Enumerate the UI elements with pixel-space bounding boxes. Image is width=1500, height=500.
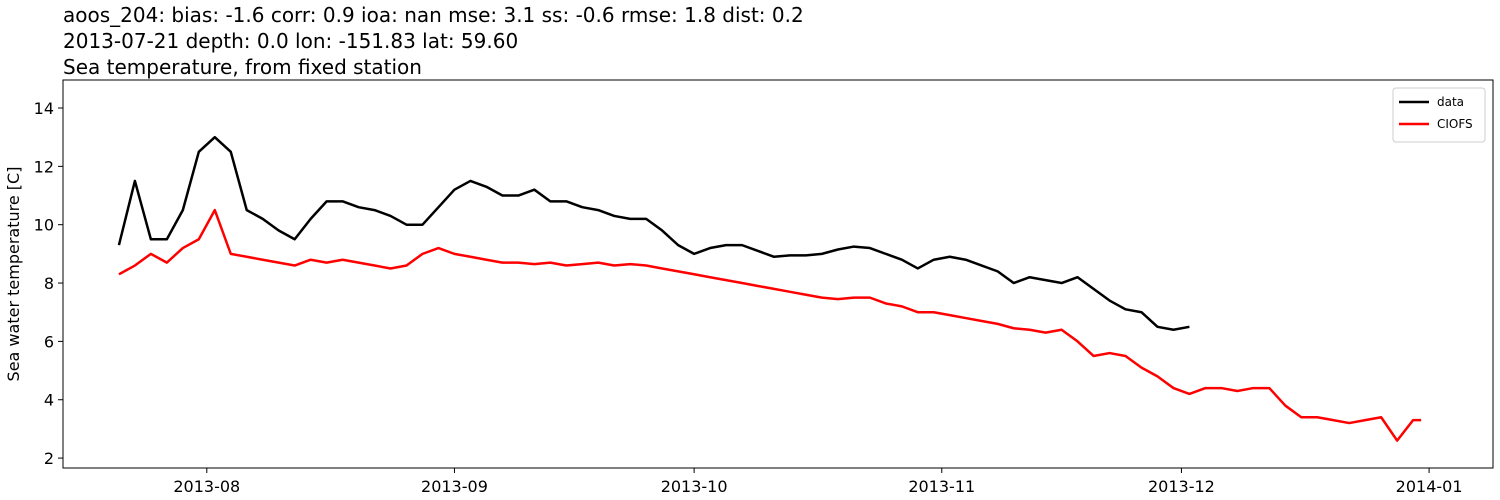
x-tick-label: 2014-01 <box>1396 477 1463 496</box>
line-series <box>117 135 1190 331</box>
chart-title: aoos_204: bias: -1.6 corr: 0.9 ioa: nan … <box>63 3 804 27</box>
x-tick-label: 2013-09 <box>421 477 488 496</box>
legend-label: data <box>1437 95 1464 109</box>
y-tick-label: 2 <box>44 449 54 468</box>
y-tick-label: 4 <box>44 391 54 410</box>
y-tick-label: 14 <box>34 99 54 118</box>
x-tick-label: 2013-11 <box>908 477 975 496</box>
y-tick-label: 6 <box>44 332 54 351</box>
y-tick-label: 8 <box>44 274 54 293</box>
chart-subtitle: Sea temperature, from fixed station <box>63 55 422 79</box>
line-series <box>118 208 1422 442</box>
y-axis-label: Sea water temperature [C] <box>4 167 23 382</box>
chart-subtitle: 2013-07-21 depth: 0.0 lon: -151.83 lat: … <box>63 29 518 53</box>
y-tick-label: 12 <box>34 157 54 176</box>
legend-label: CIOFS <box>1437 117 1473 131</box>
x-tick-label: 2013-08 <box>173 477 240 496</box>
plot-frame <box>62 79 1494 469</box>
x-tick-label: 2013-10 <box>661 477 728 496</box>
x-tick-label: 2013-12 <box>1148 477 1215 496</box>
y-tick-label: 10 <box>34 216 54 235</box>
